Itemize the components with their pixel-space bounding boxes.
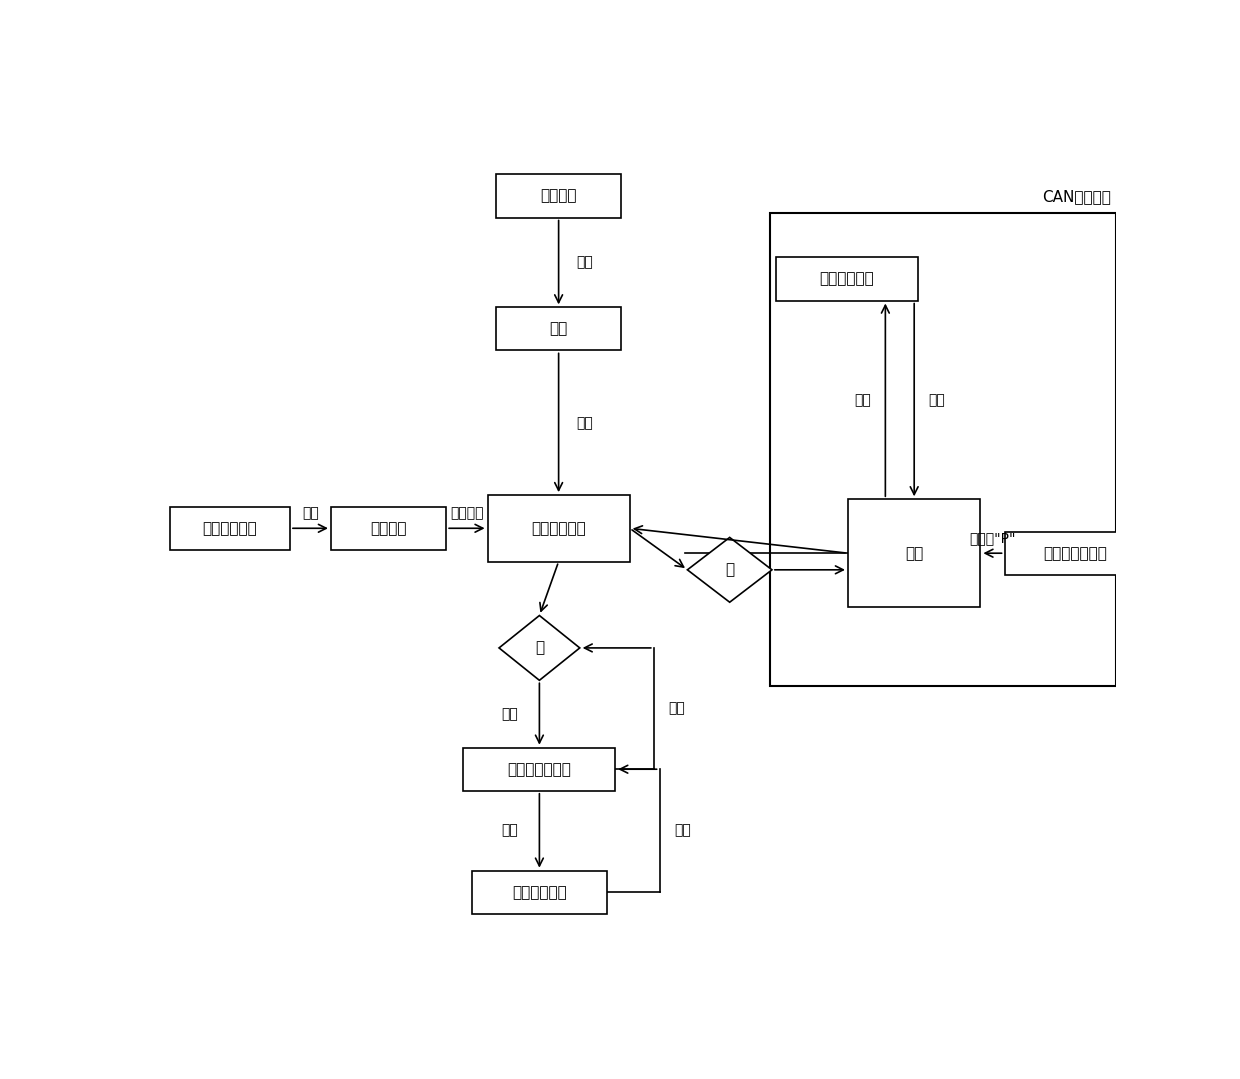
Text: 感应探头: 感应探头: [371, 521, 407, 536]
Text: 主动进入系统: 主动进入系统: [531, 521, 587, 536]
FancyBboxPatch shape: [776, 258, 918, 301]
Text: 电机执行系统: 电机执行系统: [512, 885, 567, 900]
Text: 反馈: 反馈: [668, 701, 684, 715]
FancyBboxPatch shape: [464, 748, 615, 791]
FancyBboxPatch shape: [496, 175, 621, 218]
Text: 是: 是: [534, 641, 544, 655]
Text: 提示警告系统: 提示警告系统: [820, 272, 874, 287]
FancyBboxPatch shape: [848, 500, 981, 607]
Text: 反馈: 反馈: [675, 823, 691, 837]
Text: 接收: 接收: [575, 415, 593, 429]
Text: 否: 否: [725, 562, 734, 577]
Text: 通讯: 通讯: [575, 256, 593, 270]
Text: 变速箱控制系统: 变速箱控制系统: [1044, 546, 1107, 561]
FancyBboxPatch shape: [472, 871, 606, 914]
Text: 遥控钥匙: 遥控钥匙: [541, 189, 577, 204]
Text: 行李箱控制系统: 行李箱控制系统: [507, 762, 572, 777]
FancyBboxPatch shape: [487, 495, 630, 561]
Polygon shape: [687, 537, 773, 602]
Text: 接收: 接收: [929, 393, 945, 407]
Text: 控制: 控制: [501, 823, 518, 837]
Text: 控制: 控制: [501, 707, 518, 721]
Text: 档位为"P": 档位为"P": [970, 531, 1016, 545]
Text: CAN网络系统: CAN网络系统: [1043, 189, 1111, 204]
FancyBboxPatch shape: [331, 507, 446, 550]
Text: 触发: 触发: [303, 506, 319, 520]
FancyBboxPatch shape: [1004, 532, 1147, 575]
FancyBboxPatch shape: [496, 308, 621, 351]
FancyBboxPatch shape: [170, 507, 290, 550]
Text: 反馈: 反馈: [854, 393, 870, 407]
Text: 天线: 天线: [549, 322, 568, 337]
Text: 信号传输: 信号传输: [450, 506, 484, 520]
Polygon shape: [498, 615, 580, 681]
Text: 网关: 网关: [905, 546, 924, 561]
Text: 脚部晃动动作: 脚部晃动动作: [202, 521, 258, 536]
